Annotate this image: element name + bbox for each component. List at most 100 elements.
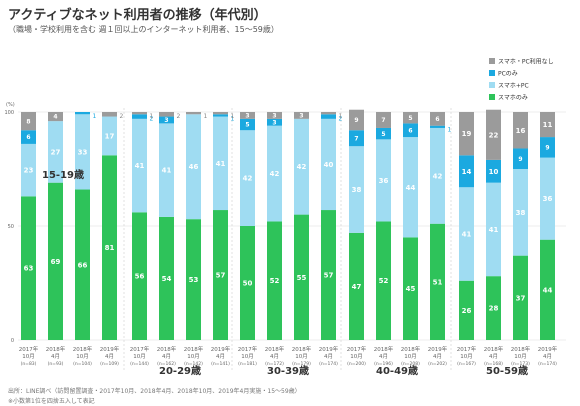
bar-segment-smartphone_only: [459, 280, 474, 340]
bar-segment-smartphone_pc: [267, 125, 282, 222]
x-tick-label: (n=174): [538, 361, 557, 367]
x-tick-label: 4月: [489, 353, 498, 360]
data-label-smartphone_pc: 42: [433, 172, 443, 180]
bar-segment-none: [540, 112, 555, 138]
data-label-smartphone_only: 52: [379, 277, 389, 285]
bar-segment-smartphone_only: [540, 239, 555, 340]
data-label-smartphone_only: 28: [489, 305, 499, 313]
data-label-smartphone_only: 44: [543, 286, 553, 294]
data-label-smartphone_only: 63: [24, 265, 34, 273]
data-label-pc_only: 1: [93, 113, 97, 120]
bar-segment-smartphone_only: [132, 212, 147, 340]
x-tick-label: 10月: [187, 353, 200, 360]
legend-label-smartphone_only: スマホのみ: [498, 95, 528, 102]
y-tick-label: 50: [8, 224, 14, 230]
bar-segment-pc_only: [75, 112, 90, 115]
data-label-pc_only: 9: [518, 156, 522, 163]
bar-segment-pc_only: [321, 114, 336, 119]
x-tick-label: (n=168): [484, 361, 503, 367]
bar-segment-smartphone_only: [294, 214, 309, 340]
bar-segment-none: [102, 112, 117, 117]
x-tick-label: 4月: [162, 353, 171, 360]
bar-segment-pc_only: [159, 116, 174, 124]
x-tick-label: 4月: [51, 353, 60, 360]
bar-segment-smartphone_pc: [240, 130, 255, 226]
data-label-pc_only: 2: [339, 115, 343, 122]
x-tick-label: 2018年: [157, 345, 177, 353]
bar-segment-none: [213, 112, 228, 115]
bar-segment-none: [403, 112, 418, 124]
data-label-smartphone_only: 51: [433, 278, 443, 286]
bar-segment-none: [240, 112, 255, 119]
chart-title: アクティブなネット利用者の推移（年代別）: [8, 8, 267, 23]
data-label-pc_only: 1: [448, 127, 452, 134]
data-label-smartphone_only: 54: [162, 275, 172, 283]
group-label: 30-39歳: [267, 364, 309, 377]
data-label-pc_only: 14: [462, 168, 472, 176]
data-label-smartphone_pc: 40: [324, 161, 334, 169]
bar-segment-smartphone_pc: [430, 127, 445, 224]
data-label-smartphone_pc: 17: [105, 132, 115, 140]
x-tick-label: 2017年: [347, 345, 367, 353]
data-label-smartphone_only: 57: [324, 272, 334, 280]
bar-segment-smartphone_pc: [132, 118, 147, 213]
x-tick-label: 2019年: [211, 345, 231, 353]
data-label-smartphone_only: 53: [189, 276, 199, 284]
data-label-smartphone_pc: 38: [516, 209, 526, 217]
data-label-none: 3: [245, 113, 249, 120]
data-label-none: 19: [462, 130, 472, 138]
bar-segment-pc_only: [240, 118, 255, 131]
x-tick-label: 10月: [350, 353, 363, 360]
bar-segment-pc_only: [376, 127, 391, 140]
x-tick-label: (n=142): [184, 361, 203, 367]
data-label-pc_only: 5: [245, 122, 249, 129]
bar-segment-smartphone_only: [267, 221, 282, 340]
bar-segment-smartphone_only: [240, 226, 255, 340]
bar-segment-smartphone_pc: [213, 116, 228, 211]
bar-segment-smartphone_pc: [294, 118, 309, 215]
data-label-none: 2: [177, 113, 181, 120]
data-label-smartphone_only: 66: [78, 261, 88, 269]
x-tick-label: 2019年: [428, 345, 448, 353]
legend-swatch-smartphone_pc: [489, 82, 495, 88]
data-label-pc_only: 6: [408, 127, 412, 134]
data-label-smartphone_pc: 41: [162, 167, 172, 175]
bar-segment-pc_only: [403, 123, 418, 138]
y-tick-label: 0: [11, 338, 14, 344]
data-label-none: 6: [435, 116, 439, 123]
data-label-none: 3: [299, 113, 303, 120]
x-tick-label: 2018年: [511, 345, 531, 353]
group-label: 20-29歳: [159, 364, 201, 377]
x-tick-label: (n=109): [100, 361, 119, 367]
bar-segment-none: [132, 112, 147, 115]
data-label-smartphone_pc: 42: [297, 163, 307, 171]
data-label-smartphone_pc: 23: [24, 167, 34, 175]
x-tick-label: (n=144): [130, 361, 149, 367]
x-tick-label: 2017年: [19, 345, 39, 353]
bar-segment-none: [376, 112, 391, 128]
bar-segment-smartphone_pc: [159, 123, 174, 217]
bar-segment-smartphone_only: [21, 196, 36, 340]
data-label-pc_only: 1: [231, 115, 235, 122]
x-tick-label: (n=104): [73, 361, 92, 367]
data-label-none: 8: [26, 118, 30, 125]
bar-segment-none: [48, 112, 63, 122]
data-label-pc_only: 9: [545, 145, 549, 152]
data-label-pc_only: 3: [164, 117, 168, 124]
x-tick-label: 2019年: [100, 345, 120, 353]
x-tick-label: 10月: [460, 353, 473, 360]
bar-segment-pc_only: [213, 114, 228, 117]
bar-segment-smartphone_only: [349, 232, 364, 340]
x-tick-label: 4月: [543, 353, 552, 360]
bar-segment-pc_only: [349, 130, 364, 147]
data-label-smartphone_pc: 33: [78, 148, 88, 156]
x-tick-label: (n=196): [374, 361, 393, 367]
data-label-smartphone_pc: 36: [543, 195, 553, 203]
bar-segment-pc_only: [132, 114, 147, 119]
data-label-smartphone_only: 50: [243, 280, 253, 288]
bar-segment-smartphone_pc: [102, 116, 117, 156]
bar-segment-none: [321, 112, 336, 115]
data-label-none: 9: [354, 117, 358, 124]
bar-segment-none: [267, 112, 282, 119]
group-label: 40-49歳: [376, 364, 418, 377]
